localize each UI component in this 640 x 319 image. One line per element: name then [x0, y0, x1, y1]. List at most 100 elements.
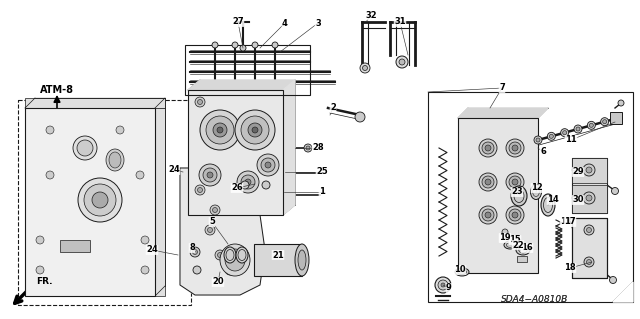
Text: 32: 32	[365, 11, 377, 19]
Circle shape	[547, 132, 556, 140]
Circle shape	[217, 127, 223, 133]
Ellipse shape	[511, 186, 527, 206]
Circle shape	[190, 247, 200, 257]
Circle shape	[200, 110, 240, 150]
Ellipse shape	[109, 152, 121, 168]
Circle shape	[232, 42, 238, 48]
Circle shape	[362, 65, 367, 70]
Bar	[155, 108, 165, 296]
Circle shape	[241, 181, 249, 189]
Circle shape	[248, 123, 262, 137]
Text: 29: 29	[572, 167, 584, 176]
Circle shape	[396, 56, 408, 68]
Bar	[188, 90, 283, 215]
Circle shape	[601, 118, 609, 126]
Circle shape	[26, 121, 34, 129]
Circle shape	[485, 212, 491, 218]
Text: 23: 23	[511, 188, 523, 197]
Circle shape	[482, 209, 494, 221]
Circle shape	[574, 125, 582, 133]
Bar	[572, 218, 607, 278]
Bar	[254, 244, 302, 276]
Circle shape	[399, 59, 405, 65]
Polygon shape	[188, 80, 295, 90]
Circle shape	[26, 171, 34, 179]
Text: ATM-8: ATM-8	[40, 85, 74, 95]
Circle shape	[583, 192, 595, 204]
Text: 31: 31	[394, 18, 406, 26]
Text: 1: 1	[319, 188, 325, 197]
Text: 7: 7	[499, 84, 505, 93]
Text: 19: 19	[499, 234, 511, 242]
Ellipse shape	[458, 270, 467, 275]
Ellipse shape	[236, 247, 248, 263]
Circle shape	[193, 249, 198, 255]
Ellipse shape	[531, 184, 541, 199]
Circle shape	[225, 265, 235, 275]
Circle shape	[235, 110, 275, 150]
Circle shape	[306, 146, 310, 150]
Circle shape	[206, 116, 234, 144]
Circle shape	[534, 136, 542, 144]
Circle shape	[203, 168, 217, 182]
Circle shape	[549, 134, 554, 138]
Text: 3: 3	[315, 19, 321, 27]
Circle shape	[26, 221, 34, 229]
Ellipse shape	[224, 247, 236, 263]
Circle shape	[536, 138, 540, 142]
Circle shape	[586, 227, 591, 233]
Text: FR.: FR.	[36, 278, 52, 286]
Circle shape	[584, 257, 594, 267]
Circle shape	[241, 175, 255, 189]
Circle shape	[586, 167, 592, 173]
Circle shape	[561, 129, 569, 137]
Circle shape	[205, 225, 215, 235]
Circle shape	[588, 121, 595, 129]
Circle shape	[584, 225, 594, 235]
Circle shape	[485, 145, 491, 151]
Text: 2: 2	[330, 103, 336, 113]
Circle shape	[265, 162, 271, 168]
Circle shape	[240, 45, 246, 51]
Circle shape	[141, 236, 149, 244]
Circle shape	[257, 154, 279, 176]
Circle shape	[618, 100, 624, 106]
Circle shape	[26, 271, 34, 279]
Circle shape	[36, 266, 44, 274]
Bar	[610, 112, 622, 124]
Text: 25: 25	[316, 167, 328, 176]
Circle shape	[603, 120, 607, 124]
Polygon shape	[458, 108, 548, 118]
Polygon shape	[180, 168, 265, 295]
Bar	[60, 240, 90, 252]
Text: SDA4−A0810B: SDA4−A0810B	[501, 295, 568, 305]
Ellipse shape	[298, 250, 306, 270]
Circle shape	[28, 123, 32, 127]
Circle shape	[438, 280, 448, 290]
Circle shape	[218, 253, 223, 257]
Text: 5: 5	[209, 218, 215, 226]
Circle shape	[28, 248, 32, 252]
Circle shape	[479, 173, 497, 191]
Circle shape	[509, 176, 521, 188]
Text: 26: 26	[231, 183, 243, 192]
Bar	[517, 256, 527, 262]
Circle shape	[512, 179, 518, 185]
Bar	[458, 118, 538, 273]
Circle shape	[241, 116, 269, 144]
Circle shape	[46, 126, 54, 134]
Polygon shape	[613, 282, 633, 302]
Bar	[25, 98, 165, 108]
Circle shape	[355, 112, 365, 122]
Text: 20: 20	[212, 278, 224, 286]
Circle shape	[46, 171, 54, 179]
Text: SDA4−A0810B: SDA4−A0810B	[501, 295, 568, 305]
Circle shape	[28, 273, 32, 277]
Bar	[428, 92, 633, 302]
Text: 17: 17	[564, 218, 576, 226]
Circle shape	[92, 192, 108, 208]
Ellipse shape	[541, 194, 555, 216]
Circle shape	[28, 173, 32, 177]
Circle shape	[28, 223, 32, 227]
Circle shape	[237, 171, 259, 193]
